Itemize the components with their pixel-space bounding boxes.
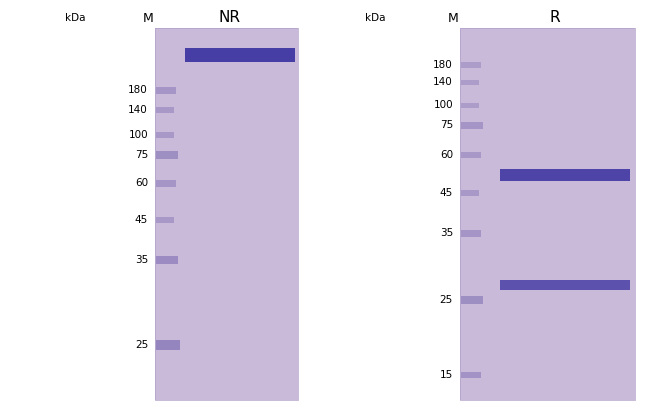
- Bar: [461, 296, 483, 304]
- Bar: [460, 28, 635, 400]
- Text: 140: 140: [128, 105, 148, 115]
- Bar: [156, 132, 174, 138]
- Text: 140: 140: [434, 77, 453, 87]
- Text: kDa: kDa: [365, 13, 385, 23]
- Bar: [461, 152, 481, 158]
- Text: 75: 75: [135, 150, 148, 160]
- Text: 15: 15: [440, 370, 453, 380]
- Text: kDa: kDa: [65, 13, 85, 23]
- Bar: [156, 151, 178, 159]
- Text: NR: NR: [219, 10, 241, 25]
- Text: 60: 60: [440, 150, 453, 160]
- Text: 25: 25: [135, 340, 148, 350]
- Bar: [461, 121, 483, 129]
- Bar: [156, 217, 174, 223]
- Text: 60: 60: [135, 178, 148, 188]
- Text: 180: 180: [434, 60, 453, 70]
- Text: 35: 35: [135, 255, 148, 265]
- Bar: [500, 280, 630, 290]
- Bar: [156, 256, 178, 264]
- Bar: [461, 62, 481, 68]
- Text: 45: 45: [135, 215, 148, 225]
- Bar: [156, 340, 180, 350]
- Text: 180: 180: [128, 85, 148, 95]
- Bar: [461, 230, 481, 237]
- Bar: [156, 87, 176, 94]
- Bar: [461, 190, 479, 196]
- Bar: [461, 102, 479, 107]
- Text: 75: 75: [440, 120, 453, 130]
- Text: 35: 35: [440, 228, 453, 238]
- Bar: [500, 169, 630, 181]
- Text: M: M: [142, 12, 153, 25]
- Bar: [461, 372, 481, 378]
- Text: 100: 100: [434, 100, 453, 110]
- Text: M: M: [448, 12, 458, 25]
- Text: 45: 45: [440, 188, 453, 198]
- Bar: [185, 48, 295, 62]
- Bar: [156, 179, 176, 186]
- Text: R: R: [550, 10, 560, 25]
- Bar: [156, 107, 174, 113]
- Bar: [155, 28, 298, 400]
- Text: 100: 100: [129, 130, 148, 140]
- Text: 25: 25: [440, 295, 453, 305]
- Bar: [461, 79, 479, 84]
